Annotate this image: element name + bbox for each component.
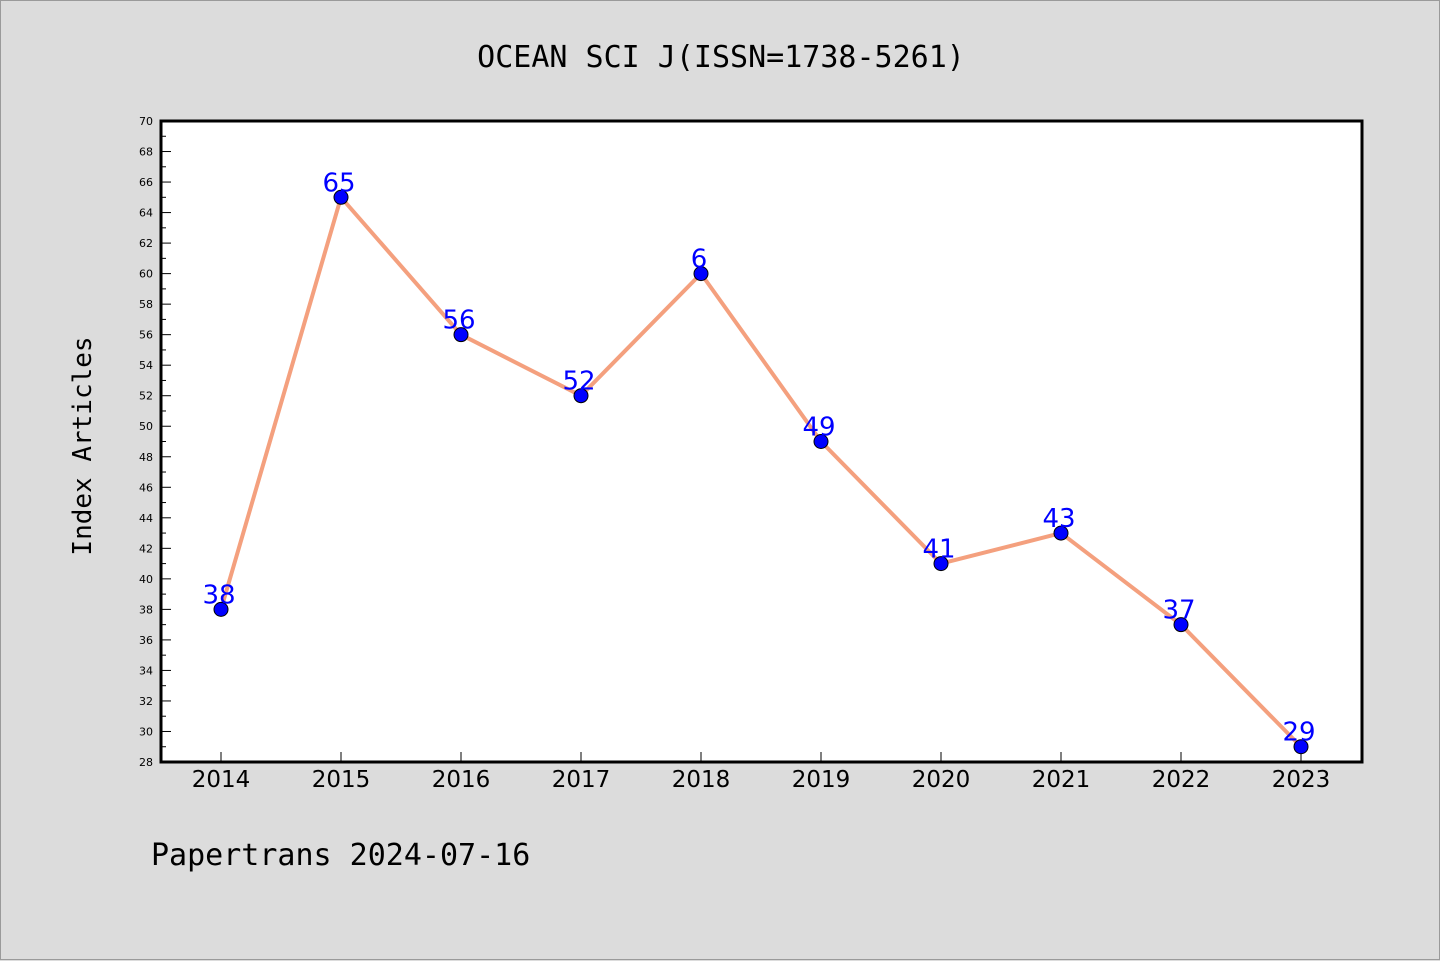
y-tick-label: 54 [139, 359, 153, 372]
y-tick-label: 64 [139, 207, 153, 220]
y-axis-label: Index Articles [68, 336, 98, 555]
data-point [813, 434, 829, 449]
y-tick-label: 32 [139, 695, 153, 708]
data-point [693, 266, 709, 282]
y-tick-label: 34 [139, 664, 153, 677]
data-label: 41 [922, 535, 955, 565]
x-axis-ticks: 2014 2015 2016 2017 2018 2019 2020 2021 2022 2023 [192, 752, 1331, 793]
x-tick-label: 2022 [1152, 767, 1211, 793]
x-tick-label: 2020 [912, 767, 971, 793]
x-tick-label: 2017 [552, 767, 611, 793]
y-tick-label: 60 [139, 268, 153, 281]
series-line [219, 195, 1303, 749]
y-tick-label: 46 [139, 481, 153, 494]
series-polyline [219, 195, 1303, 749]
y-tick-label: 38 [139, 603, 153, 616]
y-axis-ticks: 28 30 32 34 36 38 40 42 44 46 48 50 52 54 56 58 60 62 64 66… [139, 115, 171, 769]
y-tick-label: 62 [139, 237, 153, 250]
y-tick-label: 44 [139, 512, 153, 525]
series-points [213, 189, 1309, 755]
data-point [933, 556, 949, 572]
x-tick-label: 2023 [1272, 767, 1331, 793]
data-point [333, 189, 349, 205]
x-tick-label: 2014 [192, 767, 251, 793]
plot-area [159, 119, 1364, 764]
footer-credit: Papertrans 2024-07-16 [151, 838, 530, 873]
y-tick-label: 70 [139, 115, 153, 128]
x-tick-label: 2015 [312, 767, 371, 793]
y-tick-label: 36 [139, 634, 153, 647]
data-label: 43 [1042, 504, 1075, 534]
x-tick-label: 2016 [432, 767, 491, 793]
data-label: 38 [202, 580, 235, 610]
y-tick-label: 66 [139, 176, 153, 189]
y-tick-label: 58 [139, 298, 153, 311]
data-label: 6 [691, 245, 708, 275]
y-tick-label: 56 [139, 329, 153, 342]
data-point [453, 327, 469, 343]
y-tick-label: 50 [139, 420, 153, 433]
data-label: 65 [322, 168, 355, 198]
data-point [573, 388, 589, 404]
data-label: 52 [562, 367, 595, 397]
y-tick-label: 52 [139, 390, 153, 403]
data-point [213, 601, 229, 617]
x-tick-label: 2021 [1032, 767, 1091, 793]
data-point [1053, 525, 1069, 541]
data-label: 37 [1162, 596, 1195, 626]
data-labels: 38 65 56 52 6 49 41 43 37 29 [202, 168, 1315, 747]
data-label: 56 [442, 306, 475, 336]
y-tick-label: 40 [139, 573, 153, 586]
y-tick-label: 28 [139, 756, 153, 769]
y-tick-label: 68 [139, 146, 153, 159]
y-tick-label: 42 [139, 542, 153, 555]
data-point [1173, 617, 1189, 633]
x-tick-label: 2018 [672, 767, 731, 793]
data-point [1293, 739, 1309, 755]
chart-title: OCEAN SCI J(ISSN=1738-5261) [477, 40, 965, 75]
data-label: 49 [802, 413, 835, 443]
y-tick-label: 30 [139, 725, 153, 738]
data-label: 29 [1282, 718, 1315, 748]
y-tick-label: 48 [139, 451, 153, 464]
x-tick-label: 2019 [792, 767, 851, 793]
